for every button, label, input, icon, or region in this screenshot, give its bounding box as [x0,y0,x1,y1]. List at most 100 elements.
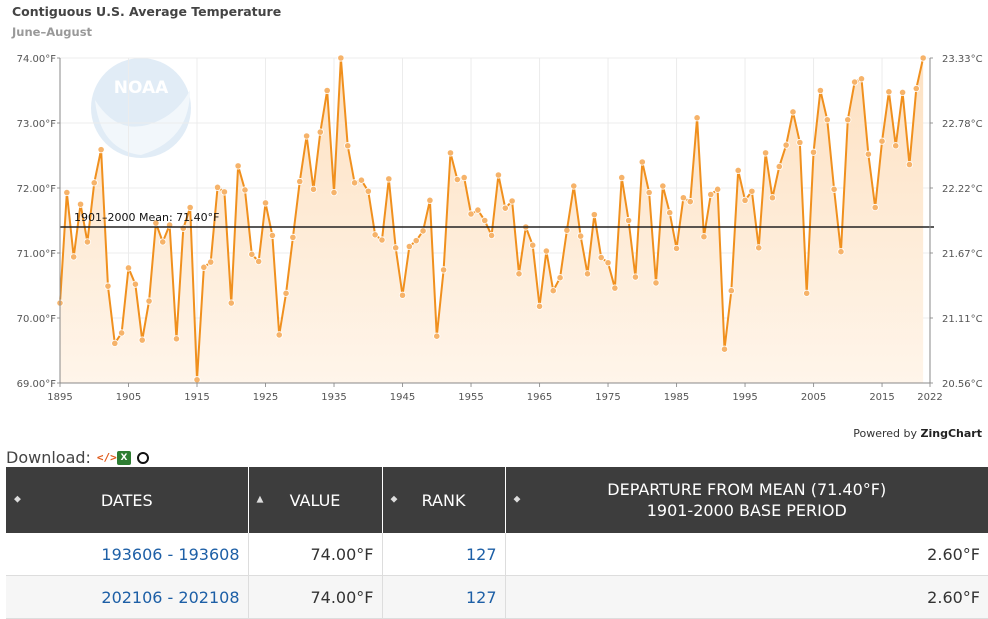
data-point [919,54,927,62]
x-tick-label: 2005 [801,392,826,403]
data-point [631,273,640,281]
sort-icon[interactable]: ◆ [513,494,521,505]
sort-icon[interactable]: ◆ [390,494,398,505]
x-tick-label: 1995 [732,392,757,403]
rank-link[interactable]: 127 [465,587,497,607]
data-point [604,259,612,267]
mean-label: 1901–2000 Mean: 71.40°F [74,211,219,224]
data-point [207,258,215,266]
data-point [344,142,352,150]
rank-cell[interactable]: 127 [382,533,506,576]
data-point [76,200,85,208]
data-point [885,88,893,96]
rank-cell[interactable]: 127 [382,575,506,619]
data-point [378,236,386,244]
dates-link[interactable]: 202106 - 202108 [101,587,240,607]
data-point [707,190,715,199]
data-point [440,266,448,274]
data-point [686,198,694,206]
data-point [118,329,126,337]
data-point [782,141,790,149]
data-point [864,150,872,158]
data-point [666,209,674,217]
data-point [494,171,503,179]
data-point [453,175,461,184]
code-icon[interactable]: </> [96,450,117,464]
data-point [816,86,824,95]
y-tick-label-right: 21.67°C [942,249,983,260]
data-point [111,339,119,347]
noaa-logo: NOAA [91,58,191,158]
dates-cell[interactable]: 202106 - 202108 [6,575,249,619]
header-dates[interactable]: ◆ DATES [6,467,249,533]
table-row: 202106 - 202108 74.00°F 127 2.60°F [6,575,988,619]
data-point [590,211,598,219]
data-point [433,332,441,340]
data-point [289,233,297,241]
data-point [597,253,605,262]
data-point [227,299,235,307]
data-point [638,158,646,166]
data-point [309,185,318,193]
download-bar: Download: </> X [6,448,149,467]
powered-by[interactable]: Powered by ZingChart [853,427,982,440]
y-tick-label-left: 72.00°F [17,184,57,195]
data-point [296,177,304,186]
data-point [857,75,866,83]
x-tick-label: 1965 [527,392,552,403]
data-point [255,257,263,266]
y-tick-label-left: 71.00°F [17,249,57,260]
circle-icon[interactable] [136,451,149,464]
departure-cell: 2.60°F [505,575,988,619]
data-point [898,88,907,97]
data-point [213,183,222,191]
data-point [844,116,852,124]
data-point [851,78,859,86]
excel-icon[interactable]: X [116,450,131,465]
data-point [131,280,139,288]
data-point [261,199,270,207]
data-point [487,231,496,240]
dates-cell[interactable]: 193606 - 193608 [6,533,249,576]
header-departure[interactable]: ◆ DEPARTURE FROM MEAN (71.40°F) 1901-2000 … [505,467,988,533]
data-point [337,54,345,62]
data-point [371,231,379,239]
data-point [577,232,585,240]
header-rank[interactable]: ◆ RANK [382,467,506,533]
header-value-label: VALUE [289,490,341,510]
data-point [563,226,571,234]
data-point [652,279,660,287]
svg-text:NOAA: NOAA [114,78,169,98]
y-tick-label-left: 73.00°F [17,119,57,130]
x-tick-label: 1935 [321,392,346,403]
data-point [268,231,276,240]
data-point [583,270,592,278]
data-point [549,287,557,295]
dates-link[interactable]: 193606 - 193608 [101,544,240,564]
data-point [419,227,427,235]
x-tick-label: 1955 [458,392,483,403]
data-point [145,297,153,305]
data-point [809,148,818,156]
y-tick-label-right: 21.11°C [942,314,983,325]
x-tick-label: 1975 [595,392,620,403]
rank-link[interactable]: 127 [465,544,497,564]
data-point [234,162,242,170]
data-point [741,196,749,204]
data-point [357,176,366,184]
x-tick-label: 1915 [184,392,209,403]
sort-asc-icon[interactable]: ▲ [256,494,264,505]
departure-cell: 2.60°F [505,533,988,576]
y-tick-label-left: 74.00°F [17,54,57,65]
data-point [200,263,208,271]
value-cell: 74.00°F [248,575,383,619]
data-point [905,161,914,169]
data-point [535,302,544,310]
sort-icon[interactable]: ◆ [14,494,21,505]
x-tick-label: 1945 [390,392,415,403]
data-point [720,345,729,353]
zingchart-brand[interactable]: ZingChart [920,427,982,440]
data-point [556,274,564,282]
header-base-period-label: 1901-2000 BASE PERIOD [646,501,847,520]
header-value[interactable]: ▲ VALUE [248,467,383,533]
